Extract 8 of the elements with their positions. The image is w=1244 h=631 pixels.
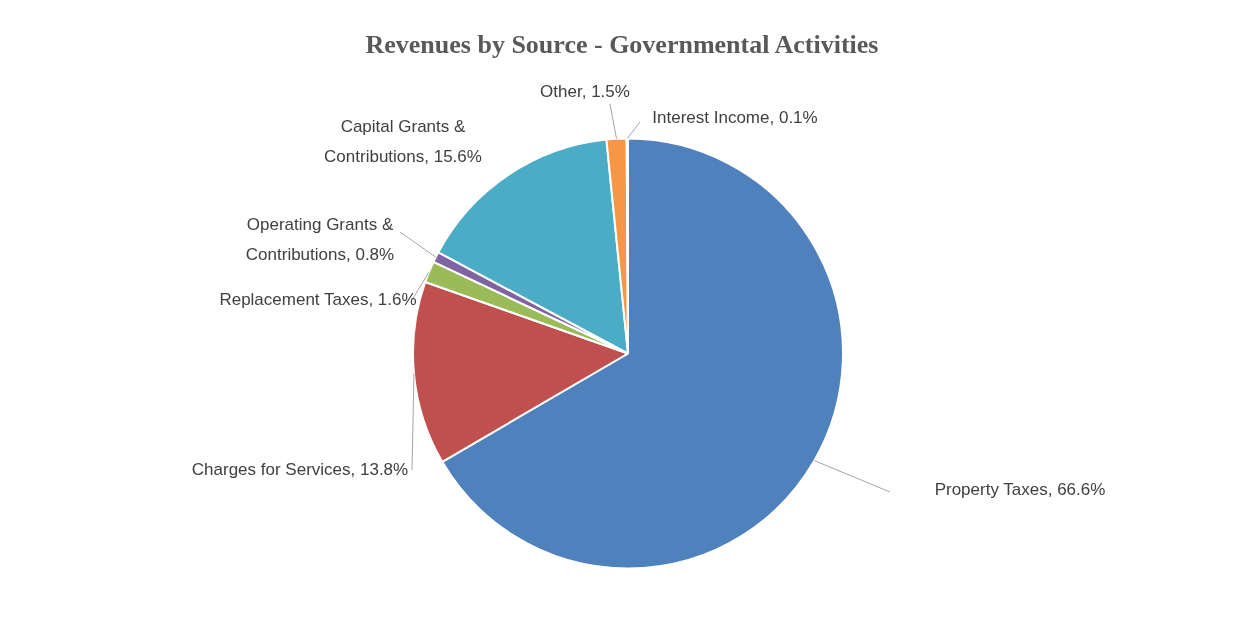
slice-label: Operating Grants & Contributions, 0.8% [245,214,395,264]
chart-title: Revenues by Source - Governmental Activities [364,30,880,60]
slice-label: Capital Grants & Contributions, 15.6% [324,116,482,166]
slice-label: Interest Income, 0.1% [652,107,818,127]
slice-label: Replacement Taxes, 1.6% [219,289,417,309]
slice-label: Property Taxes, 66.6% [934,479,1106,499]
slice-label: Charges for Services, 13.8% [191,459,409,479]
slice-label: Other, 1.5% [540,81,630,101]
